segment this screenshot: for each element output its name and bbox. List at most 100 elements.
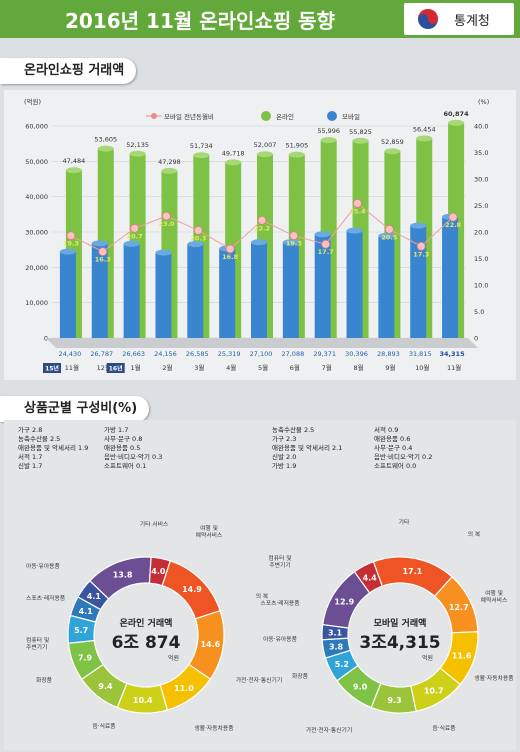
ratio-point <box>353 198 362 208</box>
legend-marker <box>261 111 271 121</box>
bar-online-label: 52,007 <box>254 141 277 149</box>
ratio-label: 22.2 <box>254 224 270 232</box>
bar-mobile <box>314 234 331 338</box>
right-unit: (%) <box>478 98 489 106</box>
bar-online-top <box>129 150 146 157</box>
slice-value: 14.6 <box>200 640 220 649</box>
slice-value: 9.3 <box>387 696 401 705</box>
section-title-composition: 상품군별 구성비(%) <box>0 396 150 422</box>
bar-online-top <box>225 159 242 166</box>
bar-mobile-label: 28,893 <box>377 350 400 358</box>
ratio-point <box>98 247 108 257</box>
section-title-trade: 온라인쇼핑 거래액 <box>0 58 137 84</box>
slice-value: 4.4 <box>363 574 378 583</box>
y2-tick-label: 20.0 <box>474 229 488 237</box>
bar-mobile <box>410 225 427 338</box>
slice-value: 5.2 <box>335 660 349 669</box>
bar-online-top <box>97 145 114 152</box>
x-tick-label: 5월 <box>258 363 268 372</box>
slice-value: 5.7 <box>74 626 88 635</box>
left-unit: (억원) <box>24 97 41 106</box>
bar-mobile-label: 24,430 <box>59 350 82 358</box>
mobile-notes-2: 서적 0.9 애완용품 0.6 사무·문구 0.4 음반·비디오·악기 0.2 소프트웨… <box>374 426 433 470</box>
x-tick-label: 7월 <box>322 363 332 372</box>
bar-online-label: 60,874 <box>444 110 470 118</box>
bar-online-top <box>384 148 401 155</box>
bar-online-label: 47,484 <box>63 157 86 165</box>
ratio-label: 20.7 <box>127 232 143 240</box>
ratio-label: 20.5 <box>381 233 398 241</box>
ratio-point <box>257 215 267 225</box>
page-title: 2016년 11월 온라인쇼핑 동향 <box>65 9 335 33</box>
legend-item: 모바일 <box>327 111 360 121</box>
slice-label: 음·식료품 <box>432 724 456 732</box>
y2-tick-label: 30.0 <box>474 176 488 184</box>
donut-title: 모바일 거래액 <box>374 617 427 629</box>
bar-mobile <box>282 242 299 338</box>
bar-online-label: 49,718 <box>222 149 245 157</box>
slice-label: 의 복 <box>256 592 269 600</box>
ratio-label: 16.8 <box>222 253 239 261</box>
slice-label: 여행 및 예약서비스 <box>481 589 508 604</box>
bar-online-label: 51,905 <box>285 142 308 150</box>
ratio-label: 20.3 <box>190 234 206 242</box>
bar-online-top <box>65 167 82 174</box>
slice-value: 12.9 <box>334 598 354 607</box>
slice-label: 생활·자동차용품 <box>474 674 514 682</box>
donut-title: 온라인 거래액 <box>120 617 173 629</box>
slice-label: 화장품 <box>36 677 53 684</box>
ratio-label: 19.3 <box>286 240 302 248</box>
slice-value: 9.4 <box>98 682 113 691</box>
trade-chart: 모바일 전년동월비 온라인 모바일 (억원) (%) 60,000 50,000 40,000… <box>24 97 489 373</box>
bar-mobile-label: 29,371 <box>313 350 336 358</box>
bar-online-label: 56,454 <box>413 126 436 134</box>
y-tick-label: 10,000 <box>25 299 48 307</box>
y2-tick-label: 40.0 <box>474 123 488 131</box>
slice-label: 여행 및 예약서비스 <box>196 524 223 539</box>
y-tick-label: 40,000 <box>25 193 48 201</box>
slice-value: 4.1 <box>87 592 102 601</box>
ratio-label: 22.8 <box>445 221 462 229</box>
bar-online-top <box>193 152 210 159</box>
ratio-point <box>289 231 299 241</box>
slice-value: 14.9 <box>182 585 202 594</box>
x-tick-label: 9월 <box>385 363 395 372</box>
ratio-point <box>130 223 140 233</box>
slice-value: 11.0 <box>174 684 194 693</box>
slice-label: 스포츠·레저용품 <box>260 599 300 607</box>
bar-mobile-top <box>187 241 204 248</box>
slice-label: 의 복 <box>468 530 481 538</box>
slice-label: 가전·전자·통신기기 <box>236 676 282 684</box>
legend-item: 온라인 <box>261 111 294 121</box>
bar-online-top <box>288 151 305 158</box>
slice-label: 생활·자동차용품 <box>194 724 234 732</box>
y-tick-label: 60,000 <box>25 123 48 131</box>
x-tick-label: 3월 <box>194 363 204 372</box>
bar-online-label: 55,996 <box>317 127 340 135</box>
legend-item: 모바일 전년동월비 <box>146 112 214 121</box>
y2-tick-label: 0 <box>474 335 478 343</box>
slice-label: 기타 서비스 <box>140 520 169 528</box>
agency-logo: 통계청 <box>404 3 514 35</box>
bar-mobile-label: 34,315 <box>440 350 466 358</box>
x-tick-label: 6월 <box>290 363 300 372</box>
agency-name: 통계청 <box>454 14 490 29</box>
x-tick-label: 4월 <box>226 363 236 372</box>
legend-label: 모바일 전년동월비 <box>164 112 214 121</box>
bar-mobile <box>187 244 204 338</box>
year-badge <box>106 363 125 373</box>
slice-value: 17.1 <box>402 567 422 576</box>
y2-tick-label: 5.0 <box>474 308 484 316</box>
slice-label: 스포츠·레저용품 <box>26 594 66 602</box>
ratio-point <box>66 231 76 241</box>
bar-mobile-label: 26,787 <box>90 350 113 358</box>
bar-online-label: 53,605 <box>94 136 117 144</box>
bar-mobile <box>219 248 236 338</box>
bar-mobile-label: 27,100 <box>250 350 273 358</box>
y-tick-label: 30,000 <box>25 229 48 237</box>
bar-online-top <box>257 151 273 158</box>
slice-label: 화장품 <box>292 673 309 680</box>
bar-online-top <box>352 137 369 144</box>
legend-marker <box>151 113 157 119</box>
